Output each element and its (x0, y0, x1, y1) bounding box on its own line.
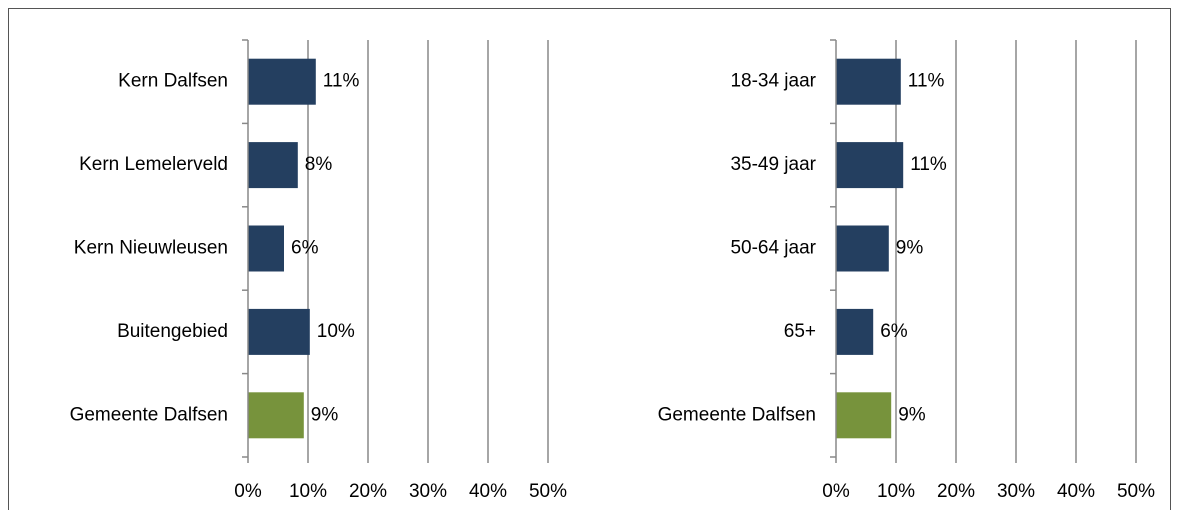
data-label: 11% (323, 71, 360, 92)
category-label: 65+ (784, 321, 816, 342)
frame (8, 8, 1171, 515)
x-tick-label: 50% (1117, 481, 1155, 502)
bar (248, 308, 310, 355)
category-label: Kern Nieuwleusen (74, 238, 228, 259)
category-label: Gemeente Dalfsen (70, 404, 228, 425)
data-label: 6% (880, 321, 908, 342)
data-label: 8% (305, 154, 333, 175)
data-label: 9% (898, 404, 926, 425)
category-label: 18-34 jaar (730, 71, 816, 92)
x-tick-label: 50% (529, 481, 567, 502)
category-label: Buitengebied (117, 321, 228, 342)
bar (836, 392, 892, 439)
x-tick-label: 30% (997, 481, 1035, 502)
bar (248, 225, 284, 272)
data-label: 11% (910, 154, 947, 175)
category-label: 50-64 jaar (730, 238, 816, 259)
x-tick-label: 20% (937, 481, 975, 502)
data-label: 10% (317, 321, 355, 342)
bar (836, 58, 901, 105)
x-tick-label: 40% (1057, 481, 1095, 502)
x-tick-label: 30% (409, 481, 447, 502)
category-label: Gemeente Dalfsen (658, 404, 816, 425)
data-label: 6% (291, 238, 319, 259)
data-label: 9% (896, 238, 924, 259)
x-tick-label: 10% (877, 481, 915, 502)
category-label: Kern Lemelerveld (79, 154, 228, 175)
bar (836, 142, 904, 189)
x-tick-label: 40% (469, 481, 507, 502)
category-label: Kern Dalfsen (118, 71, 228, 92)
bar (248, 58, 316, 105)
bar (836, 308, 874, 355)
data-label: 11% (908, 71, 945, 92)
bar (836, 225, 889, 272)
category-label: 35-49 jaar (730, 154, 816, 175)
x-tick-label: 20% (349, 481, 387, 502)
x-tick-label: 10% (289, 481, 327, 502)
data-label: 9% (311, 404, 339, 425)
x-tick-label: 0% (822, 481, 850, 502)
x-tick-label: 0% (234, 481, 262, 502)
bar (248, 392, 304, 439)
bar (248, 142, 298, 189)
